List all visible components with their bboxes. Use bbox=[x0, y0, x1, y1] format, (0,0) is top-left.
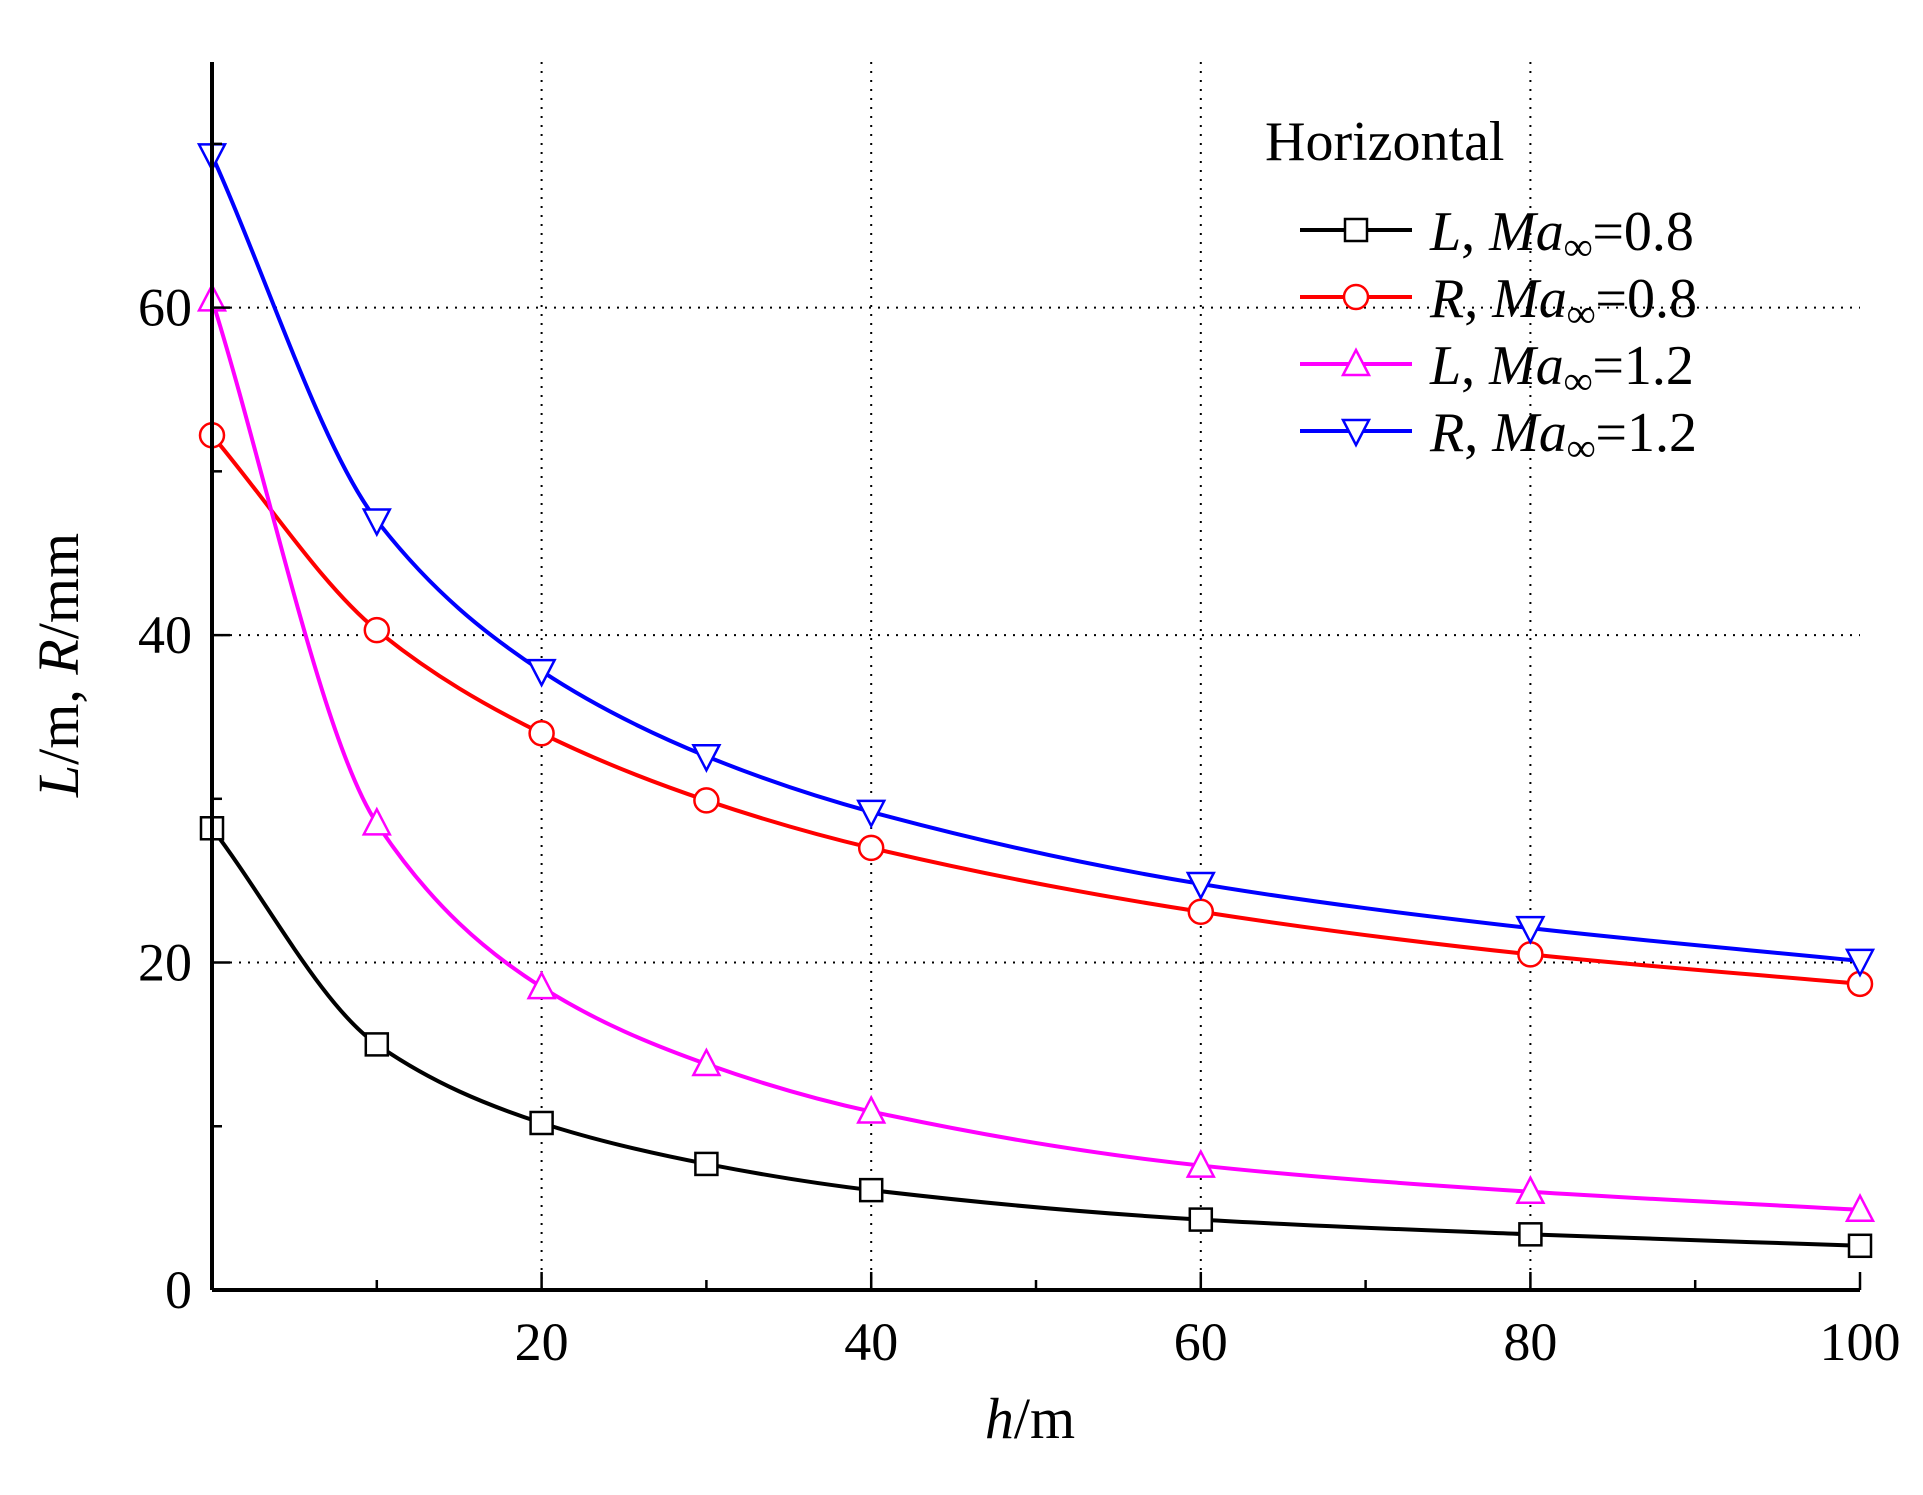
legend-label-value: =1.2 bbox=[1595, 402, 1697, 464]
legend-label-var: R bbox=[1429, 268, 1464, 330]
data-point bbox=[858, 1177, 884, 1203]
legend-label-sub: ∞ bbox=[1564, 358, 1593, 403]
x-axis-label: h/m bbox=[985, 1386, 1075, 1451]
legend-swatch-marker bbox=[1340, 347, 1372, 377]
data-point bbox=[1187, 898, 1215, 926]
series-line-1 bbox=[210, 434, 1861, 986]
y-axis-label-sep: /m, bbox=[26, 675, 91, 765]
series-markers bbox=[196, 143, 1876, 1259]
legend-label-sub: ∞ bbox=[1564, 224, 1593, 269]
legend-label: L, Ma∞=1.2 bbox=[1429, 335, 1694, 403]
legend-label-sub: ∞ bbox=[1567, 425, 1596, 470]
legend-label-sep: , bbox=[1464, 402, 1492, 464]
series-markers-0 bbox=[199, 816, 1873, 1259]
series-markers-1 bbox=[198, 422, 1874, 998]
legend-label-sep: , bbox=[1461, 335, 1489, 397]
y-axis-label: L/m, R/mm bbox=[26, 533, 91, 798]
legend-items: L, Ma∞=0.8R, Ma∞=0.8L, Ma∞=1.2R, Ma∞=1.2 bbox=[1300, 201, 1697, 470]
y-tick-label: 60 bbox=[138, 278, 192, 338]
y-axis-label-var1: L bbox=[26, 765, 91, 798]
data-point bbox=[857, 834, 885, 862]
legend-item-2: L, Ma∞=1.2 bbox=[1300, 335, 1694, 403]
data-point bbox=[691, 743, 722, 773]
data-point bbox=[1518, 1222, 1543, 1247]
data-point bbox=[529, 1110, 554, 1136]
data-point bbox=[361, 806, 392, 836]
legend-label: R, Ma∞=0.8 bbox=[1429, 268, 1697, 336]
x-tick-label: 20 bbox=[515, 1312, 569, 1372]
legend: Horizontal L, Ma∞=0.8R, Ma∞=0.8L, Ma∞=1.… bbox=[1265, 111, 1697, 470]
data-point bbox=[1185, 871, 1216, 901]
data-point bbox=[1847, 1233, 1873, 1259]
data-point bbox=[526, 658, 557, 688]
legend-label-var: L bbox=[1429, 201, 1461, 263]
data-point bbox=[363, 616, 391, 644]
series-line-2 bbox=[210, 298, 1861, 1212]
data-point bbox=[1517, 941, 1544, 968]
y-axis-label-var2: R bbox=[26, 639, 91, 675]
data-point bbox=[361, 508, 392, 538]
legend-swatch-marker bbox=[1342, 283, 1370, 311]
data-point bbox=[364, 1032, 390, 1057]
data-point bbox=[694, 1151, 719, 1177]
y-axis-label-unit: /mm bbox=[26, 533, 91, 639]
x-tick-label: 80 bbox=[1503, 1312, 1557, 1372]
data-point bbox=[526, 970, 557, 1000]
legend-item-1: R, Ma∞=0.8 bbox=[1300, 268, 1697, 336]
y-tick-label: 40 bbox=[138, 605, 192, 665]
x-tick-label: 40 bbox=[844, 1312, 898, 1372]
legend-item-0: L, Ma∞=0.8 bbox=[1300, 201, 1694, 269]
legend-swatch-marker bbox=[1343, 217, 1369, 243]
legend-title: Horizontal bbox=[1265, 111, 1504, 173]
data-point bbox=[1185, 1148, 1216, 1178]
data-point bbox=[856, 799, 887, 829]
legend-swatch-marker bbox=[1340, 418, 1372, 448]
tick-labels: 20 40 60 80 100 0 20 40 60 bbox=[138, 278, 1901, 1372]
legend-label-value: =0.8 bbox=[1592, 201, 1694, 263]
legend-label-sep: , bbox=[1461, 201, 1489, 263]
legend-label-sep: , bbox=[1464, 268, 1492, 330]
data-point bbox=[528, 720, 555, 747]
x-tick-label: 60 bbox=[1174, 1312, 1228, 1372]
data-point bbox=[1844, 1193, 1876, 1223]
x-axis-label-unit: /m bbox=[1014, 1386, 1075, 1451]
legend-label-var2: Ma bbox=[1491, 402, 1567, 464]
y-tick-label: 0 bbox=[165, 1260, 192, 1320]
legend-label: L, Ma∞=0.8 bbox=[1429, 201, 1694, 269]
data-point bbox=[1844, 948, 1876, 978]
legend-label-value: =1.2 bbox=[1592, 335, 1694, 397]
legend-label: R, Ma∞=1.2 bbox=[1429, 402, 1697, 470]
x-tick-label: 100 bbox=[1820, 1312, 1901, 1372]
data-point bbox=[691, 1047, 722, 1077]
legend-label-var2: Ma bbox=[1491, 268, 1567, 330]
data-point bbox=[1188, 1207, 1214, 1232]
tick-marks bbox=[212, 142, 1862, 1290]
legend-item-3: R, Ma∞=1.2 bbox=[1300, 402, 1697, 470]
legend-label-sub: ∞ bbox=[1567, 291, 1596, 336]
data-point bbox=[856, 1094, 887, 1124]
data-point bbox=[693, 787, 720, 814]
legend-label-var: R bbox=[1429, 402, 1464, 464]
legend-label-var2: Ma bbox=[1488, 201, 1564, 263]
series-line-0 bbox=[210, 827, 1861, 1248]
y-tick-label: 20 bbox=[138, 933, 192, 993]
data-point bbox=[1515, 915, 1546, 945]
legend-label-var2: Ma bbox=[1488, 335, 1564, 397]
x-axis-label-var: h bbox=[985, 1386, 1014, 1451]
legend-label-value: =0.8 bbox=[1595, 268, 1697, 330]
data-point bbox=[1515, 1175, 1546, 1205]
legend-label-var: L bbox=[1429, 335, 1461, 397]
